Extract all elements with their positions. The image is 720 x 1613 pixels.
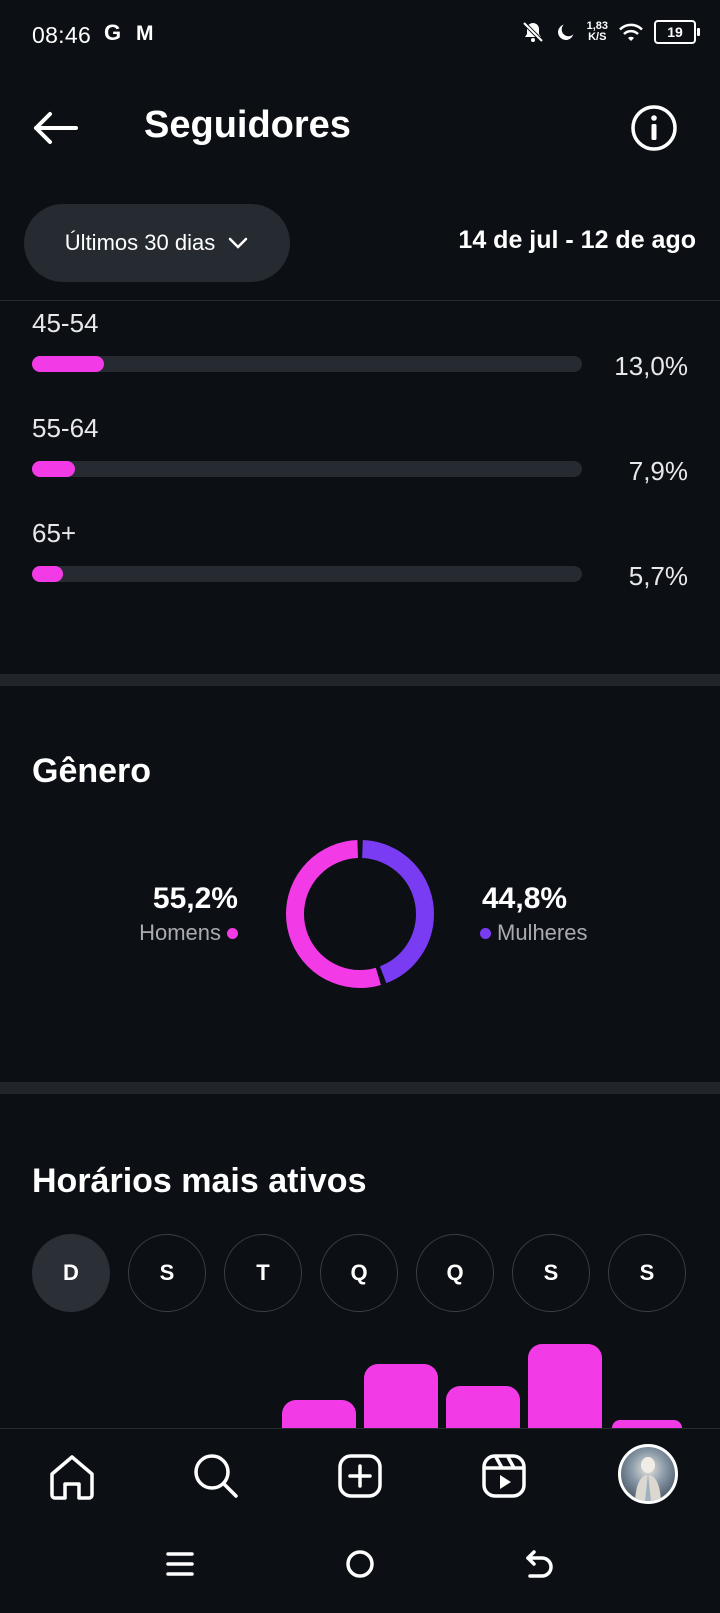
bottom-navigation: [0, 1428, 720, 1613]
men-label: Homens: [139, 920, 221, 945]
age-percent: 7,9%: [628, 456, 688, 486]
women-dot: [480, 927, 491, 939]
search-icon[interactable]: [188, 1448, 244, 1504]
hour-bar: [446, 1386, 520, 1428]
hour-bar: [364, 1364, 438, 1428]
info-icon[interactable]: [630, 104, 678, 152]
wifi-icon: [619, 23, 643, 41]
hour-bar: [528, 1344, 602, 1428]
moon-icon: [557, 24, 573, 40]
status-bar: 08:46 G M 1,83 K/S 19: [0, 0, 720, 72]
age-label: 55-64: [32, 413, 99, 443]
home-icon[interactable]: [44, 1448, 100, 1504]
period-dropdown[interactable]: Últimos 30 dias: [24, 204, 290, 282]
day-button[interactable]: D: [32, 1234, 110, 1312]
men-dot: [227, 927, 238, 939]
divider: [0, 300, 720, 301]
period-label: Últimos 30 dias: [64, 230, 216, 255]
page-title: Seguidores: [144, 104, 351, 146]
age-bar-track: [32, 356, 582, 372]
back-arrow-icon[interactable]: [28, 104, 84, 152]
gender-donut-chart: [286, 840, 434, 988]
gender-title: Gênero: [32, 752, 152, 790]
create-icon[interactable]: [332, 1448, 388, 1504]
age-percent: 13,0%: [614, 351, 688, 381]
status-icons: 1,83 K/S 19: [521, 20, 700, 44]
day-button[interactable]: S: [608, 1234, 686, 1312]
men-legend: Homens: [139, 920, 238, 946]
chevron-down-icon: [228, 237, 248, 249]
hour-bar: [282, 1400, 356, 1428]
women-legend: Mulheres: [480, 920, 587, 946]
age-bar-fill: [32, 461, 75, 477]
section-separator: [0, 1082, 720, 1094]
age-percent: 5,7%: [628, 561, 688, 591]
reels-icon[interactable]: [476, 1448, 532, 1504]
battery-indicator: 19: [654, 20, 700, 44]
age-bar-fill: [32, 356, 104, 372]
home-circle-icon[interactable]: [336, 1540, 384, 1588]
date-range: 14 de jul - 12 de ago: [458, 226, 696, 254]
active-times-title: Horários mais ativos: [32, 1162, 367, 1200]
day-button[interactable]: Q: [320, 1234, 398, 1312]
donut-segment-women: [286, 840, 434, 988]
menu-icon[interactable]: [156, 1540, 204, 1588]
age-bar-fill: [32, 566, 63, 582]
age-label: 45-54: [32, 308, 99, 338]
section-separator: [0, 674, 720, 686]
hour-bar: [612, 1420, 682, 1428]
day-button[interactable]: Q: [416, 1234, 494, 1312]
men-percent: 55,2%: [152, 882, 238, 915]
age-label: 65+: [32, 518, 77, 548]
google-icon: G: [104, 20, 122, 45]
gmail-icon: M: [136, 22, 154, 45]
avatar-image: [635, 1457, 661, 1501]
day-button[interactable]: T: [224, 1234, 302, 1312]
hourly-bar-chart: [0, 1330, 720, 1428]
network-speed: 1,83 K/S: [587, 21, 608, 43]
bell-off-icon: [522, 21, 543, 43]
women-label: Mulheres: [497, 920, 588, 945]
donut-segment-men: [286, 840, 434, 988]
profile-avatar[interactable]: [618, 1444, 678, 1504]
women-percent: 44,8%: [482, 882, 568, 915]
day-button[interactable]: S: [512, 1234, 590, 1312]
speed-value: 1,83: [586, 20, 608, 32]
speed-unit: K/S: [588, 31, 607, 43]
age-bar-track: [32, 461, 582, 477]
status-time: 08:46: [32, 22, 92, 48]
day-button[interactable]: S: [128, 1234, 206, 1312]
age-bar-track: [32, 566, 582, 582]
back-system-icon[interactable]: [516, 1540, 564, 1588]
